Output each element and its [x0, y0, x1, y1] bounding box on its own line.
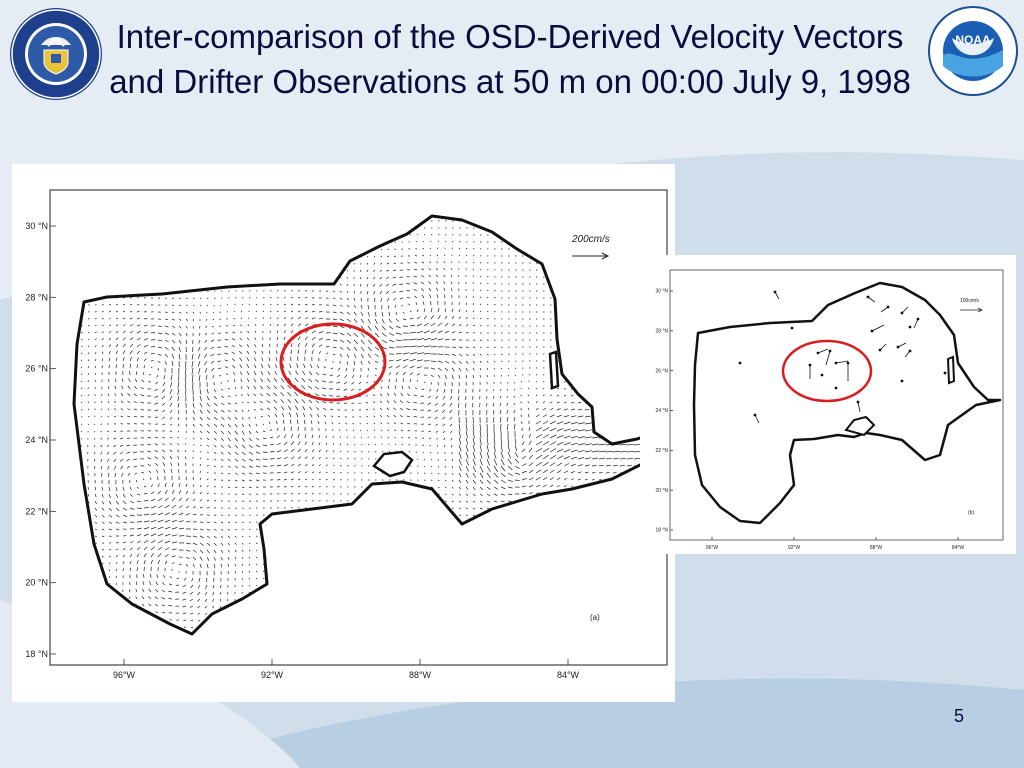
x-axis-ticks: 96°W 92°W 88°W 84°W — [113, 659, 580, 680]
y-tick-label: 26 °N — [655, 368, 668, 374]
x-tick-label: 96°W — [113, 670, 136, 680]
y-tick-label: 30 °N — [25, 221, 48, 231]
y-tick-label: 20 °N — [25, 578, 48, 588]
map-frame-b — [669, 269, 1004, 541]
drifter-point — [900, 379, 904, 383]
highlight-circle — [279, 322, 387, 402]
y-tick-label: 20 °N — [655, 488, 668, 494]
scale-label: 200cm/s — [571, 234, 610, 245]
drifter-arrow — [879, 343, 887, 351]
osd-velocity-vector-map: 30 °N 28 °N 26 °N 24 °N 22 °N 20 °N 18 °N 96°W… — [12, 164, 675, 702]
noaa-logo-text: NOAA — [955, 33, 991, 47]
highlight-circle-b — [781, 339, 873, 403]
slide-title: Inter-comparison of the OSD-Derived Velo… — [109, 18, 911, 100]
x-tick-label: 88°W — [870, 545, 883, 551]
yucatan-coast-notch-b — [844, 415, 876, 437]
drifter-vectors — [738, 290, 947, 424]
panel-label-b: (b) — [968, 510, 974, 516]
drifter-arrow — [857, 401, 861, 413]
y-tick-label: 22 °N — [655, 448, 668, 454]
map-frame — [49, 189, 668, 666]
y-tick-label: 30 °N — [655, 289, 668, 295]
gulf-coastline-b — [692, 281, 1002, 525]
page-number: 5 — [953, 706, 964, 726]
scale-arrow-head — [601, 252, 610, 260]
drifter-arrow — [774, 291, 780, 300]
drifter-point — [790, 326, 794, 330]
drifter-arrow — [904, 350, 911, 358]
x-tick-label: 84°W — [557, 670, 580, 680]
y-axis-ticks-b: 30 °N 28 °N 26 °N 24 °N 22 °N 20 °N 18 °N — [655, 289, 673, 534]
florida-keys-island — [548, 350, 560, 390]
x-tick-label: 84°W — [952, 545, 965, 551]
drifter-point — [908, 325, 912, 329]
velocity-vector-field — [74, 216, 656, 634]
x-tick-label: 92°W — [261, 670, 284, 680]
drifter-arrow — [825, 350, 831, 366]
department-of-commerce-seal-icon — [8, 6, 104, 102]
panel-label: (a) — [590, 613, 600, 622]
drifter-arrow — [880, 306, 889, 313]
drifter-arrow — [817, 348, 829, 354]
drifter-arrow — [835, 360, 849, 364]
y-tick-label: 18 °N — [25, 649, 48, 659]
scale-label-b: 100cm/s — [960, 298, 979, 304]
y-tick-label: 28 °N — [25, 292, 48, 302]
y-tick-label: 28 °N — [655, 329, 668, 335]
drifter-point — [738, 361, 742, 365]
y-axis-ticks: 30 °N 28 °N 26 °N 24 °N 22 °N 20 °N 18 °N — [25, 221, 56, 659]
y-tick-label: 24 °N — [655, 408, 668, 414]
y-tick-label: 24 °N — [25, 435, 48, 445]
x-tick-label: 96°W — [706, 545, 719, 551]
y-tick-label: 22 °N — [25, 506, 48, 516]
drifter-point — [834, 386, 838, 390]
x-axis-ticks-b: 96°W 92°W 88°W 84°W — [706, 537, 965, 551]
x-tick-label: 88°W — [409, 670, 432, 680]
drifter-point — [943, 371, 947, 375]
drifter-arrow — [901, 306, 909, 314]
drifter-arrow — [867, 296, 876, 303]
scale-arrow-head-b — [977, 307, 983, 313]
florida-keys-island-b — [946, 355, 956, 385]
drifter-arrow — [897, 342, 907, 348]
drifter-point — [820, 373, 824, 377]
gulf-coastline — [72, 214, 659, 636]
background-swoosh-bottom — [160, 678, 1024, 768]
y-tick-label: 18 °N — [655, 528, 668, 534]
vector-arrows — [74, 216, 656, 634]
yucatan-coast-notch — [372, 450, 414, 478]
drifter-arrow — [754, 414, 760, 424]
drifter-observation-map: 30 °N 28 °N 26 °N 24 °N 22 °N 20 °N 18 °N 96°W… — [640, 255, 1016, 554]
y-tick-label: 26 °N — [25, 364, 48, 374]
x-tick-label: 92°W — [788, 545, 801, 551]
drifter-arrow — [913, 318, 919, 329]
noaa-logo-icon: NOAA — [928, 6, 1018, 96]
drifter-arrow — [871, 324, 885, 332]
